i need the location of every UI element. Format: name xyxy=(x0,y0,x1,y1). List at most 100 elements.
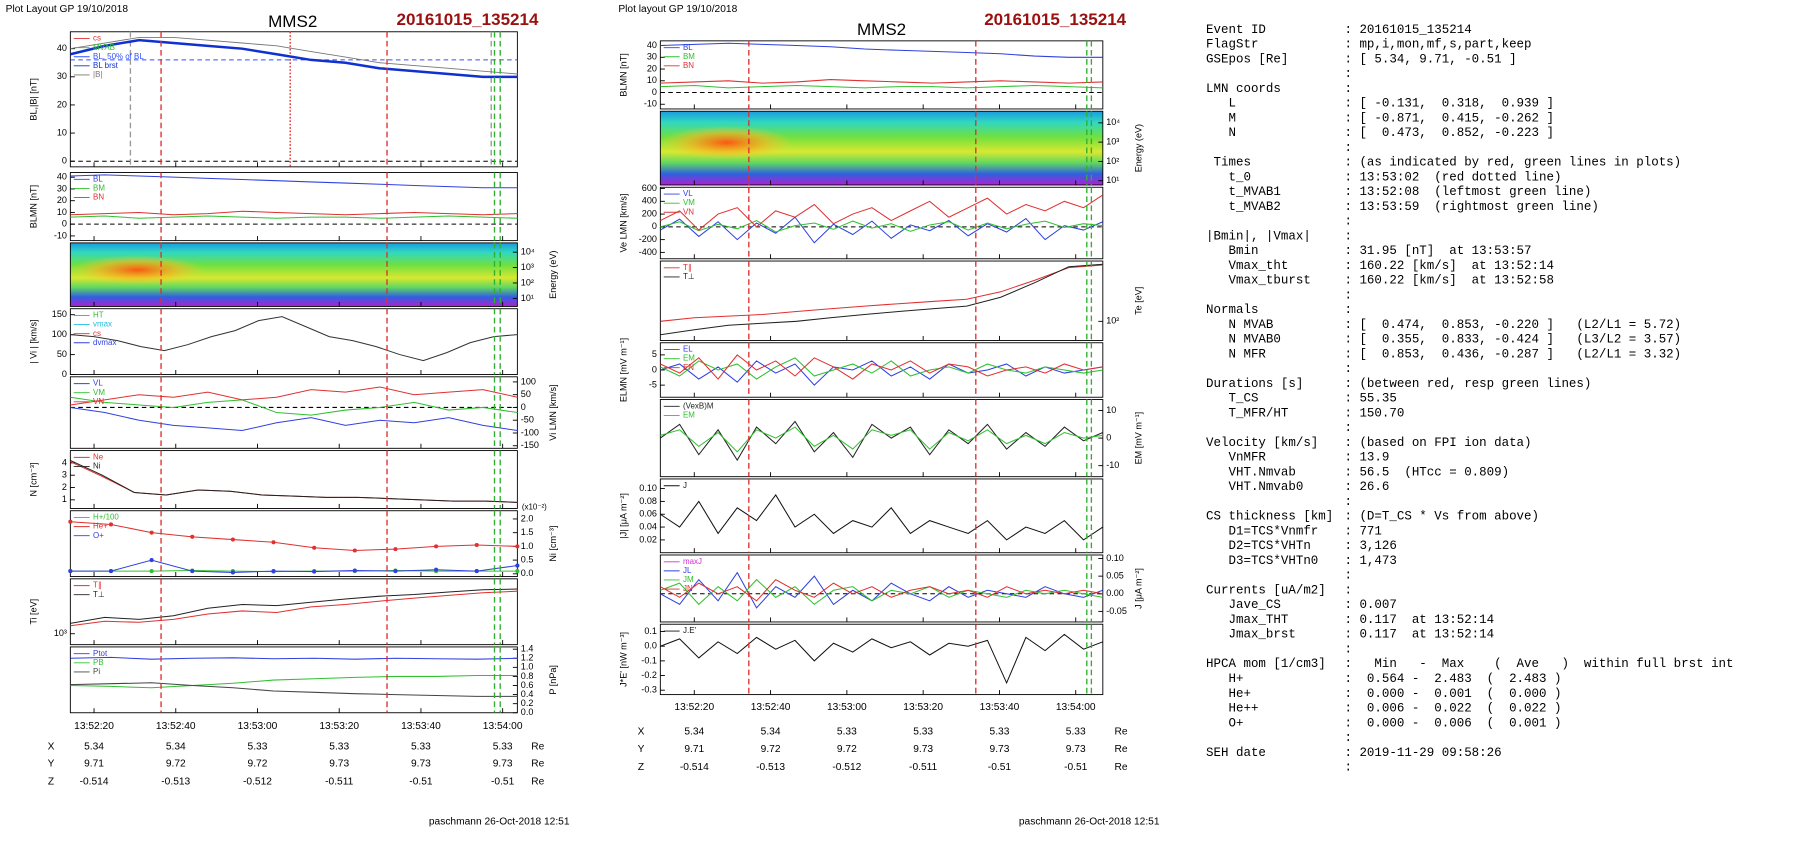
info-label: N MVAB0 xyxy=(1206,333,1281,347)
spectrogram-hot xyxy=(70,255,205,285)
info-label: t_MVAB2 xyxy=(1206,200,1281,214)
info-value: : 1,473 xyxy=(1344,554,1396,568)
data-point xyxy=(68,569,73,574)
legend-entry: T∥ xyxy=(93,581,102,590)
info-value: : xyxy=(1344,229,1351,243)
info-value: : 0.000 - 0.001 ( 0.000 ) xyxy=(1344,687,1561,701)
panel-frame xyxy=(659,478,1104,554)
panel-frame xyxy=(69,450,518,509)
data-point xyxy=(393,547,398,552)
series-line xyxy=(660,263,1103,336)
y-tick-label: -5 xyxy=(649,380,657,390)
position-unit: Re xyxy=(531,759,544,770)
data-point xyxy=(271,540,276,545)
y-axis-label: EM [mV m⁻¹] xyxy=(1134,412,1144,465)
position-unit: Re xyxy=(1114,762,1127,773)
position-value: 5.33 xyxy=(837,727,857,738)
info-value: : 0.006 - 0.022 ( 0.022 ) xyxy=(1344,702,1561,716)
info-label: Times xyxy=(1206,156,1251,170)
series-line xyxy=(70,521,518,551)
data-point xyxy=(474,542,479,548)
y-tick-label: 100 xyxy=(52,329,67,339)
legend-entry: He+ xyxy=(93,522,108,531)
y-tick-label: 10¹ xyxy=(521,293,534,303)
info-value: : xyxy=(1344,583,1351,597)
y-tick-label: -0.3 xyxy=(641,685,657,695)
y-axis-label: P [nPa] xyxy=(548,665,558,695)
position-value: 5.33 xyxy=(329,742,349,753)
info-label: N MVAB xyxy=(1206,318,1274,332)
x-tick-label: 13:53:00 xyxy=(238,721,278,732)
y-tick-label: 0.10 xyxy=(1106,553,1124,563)
position-value: 9.71 xyxy=(84,759,104,770)
info-label: H+ xyxy=(1206,672,1243,686)
info-label: Normals xyxy=(1206,303,1258,317)
info-label: D2=TCS*VHTn xyxy=(1206,539,1311,553)
y-axis-label: BLMN [nT] xyxy=(618,53,628,96)
y-tick-label: 40 xyxy=(647,40,657,50)
info-value: : Min - Max ( Ave ) within full brst int xyxy=(1344,657,1733,671)
y-tick-label: 1 xyxy=(62,494,67,504)
data-point xyxy=(352,568,357,573)
y-tick-label: 10² xyxy=(521,277,534,287)
info-value: : xyxy=(1344,642,1351,656)
y-tick-label: 200 xyxy=(642,208,657,218)
y-tick-label: 0.0 xyxy=(521,707,534,717)
series-line xyxy=(70,590,518,627)
info-value: : [ 0.473, 0.852, -0.223 ] xyxy=(1344,126,1553,140)
info-label: Jmax_THT xyxy=(1206,613,1289,627)
info-value: : xyxy=(1344,67,1351,81)
series-line xyxy=(70,38,518,79)
info-value: : 26.6 xyxy=(1344,480,1389,494)
y-tick-label: 0.0 xyxy=(644,641,657,651)
series-line xyxy=(660,79,1103,84)
y-axis-label: |J| [μA m⁻²] xyxy=(618,493,628,538)
position-value: -0.511 xyxy=(325,777,353,788)
y-axis-label: Energy (eV) xyxy=(1134,124,1144,172)
series-line xyxy=(660,219,1103,233)
series-line xyxy=(70,210,518,216)
data-point xyxy=(271,569,276,574)
series-line xyxy=(660,578,1103,606)
panel-frame xyxy=(659,110,1104,186)
info-label: N xyxy=(1206,126,1236,140)
legend-entry: PB xyxy=(93,658,104,667)
legend-entry: VL xyxy=(683,189,693,198)
y-tick-label: -100 xyxy=(521,427,539,437)
info-label: T_MFR/HT xyxy=(1206,406,1289,420)
legend-entry: EM xyxy=(683,354,695,363)
position-value: 9.73 xyxy=(1066,744,1086,755)
info-value: : (between red, resp green lines) xyxy=(1344,377,1591,391)
legend-entry: JL xyxy=(683,566,692,575)
event-id: 20161015_135214 xyxy=(396,10,538,29)
y-tick-label: 0.05 xyxy=(1106,571,1124,581)
info-value: : [ -0.131, 0.318, 0.939 ] xyxy=(1344,97,1553,111)
info-label: HPCA mom [1/cm3] xyxy=(1206,657,1326,671)
data-point xyxy=(108,569,114,574)
legend-entry: cs xyxy=(93,34,101,43)
data-point xyxy=(393,569,398,574)
legend-entry: BL xyxy=(93,174,103,183)
spectrogram-hot xyxy=(660,125,794,160)
legend-entry: J.E' xyxy=(683,626,696,635)
position-value: 9.73 xyxy=(411,759,431,770)
info-label: O+ xyxy=(1206,716,1243,730)
data-point xyxy=(230,537,235,542)
position-value: 9.72 xyxy=(166,759,186,770)
y-tick-label: 0.1 xyxy=(644,626,657,636)
position-value: 9.73 xyxy=(913,744,933,755)
position-unit: Re xyxy=(1114,744,1127,755)
plot-header: Plot layout GP 19/10/2018 xyxy=(618,4,737,15)
legend-entry: BL, 50% of BL xyxy=(93,52,144,61)
data-point xyxy=(68,519,73,524)
legend-entry: Ni xyxy=(93,462,101,471)
series-line xyxy=(70,406,518,432)
x-tick-label: 13:52:20 xyxy=(74,721,114,732)
info-label: SEH date xyxy=(1206,746,1266,760)
y-tick-label: 30 xyxy=(647,52,657,62)
series-line xyxy=(660,360,1103,386)
info-label: Jmax_brst xyxy=(1206,628,1296,642)
x-tick-label: 13:53:00 xyxy=(827,702,867,713)
legend-entry: BM xyxy=(683,52,695,61)
series-line xyxy=(70,459,518,503)
